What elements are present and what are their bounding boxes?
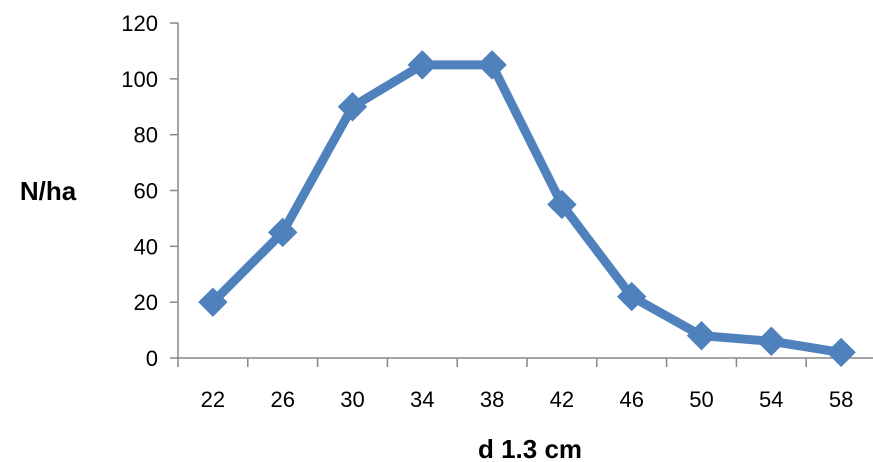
x-tick-label: 58: [829, 387, 853, 412]
data-point-marker: [756, 326, 787, 356]
x-tick-label: 26: [270, 387, 294, 412]
y-tick-label: 120: [121, 11, 158, 36]
x-tick-label: 46: [619, 387, 643, 412]
x-tick-label: 54: [759, 387, 783, 412]
y-tick-label: 80: [134, 123, 158, 148]
data-point-marker: [267, 217, 298, 248]
y-tick-label: 20: [134, 290, 158, 315]
y-axis: 0 20 40 60 80 100 120: [121, 11, 179, 371]
data-point-marker: [686, 320, 717, 351]
x-tick-label: 34: [410, 387, 434, 412]
data-point-marker: [616, 281, 647, 312]
x-tick-label: 22: [201, 387, 225, 412]
x-axis: 22 26 30 34 38 42 46 50 54 58: [177, 357, 873, 412]
data-point-marker: [198, 287, 228, 317]
x-axis-title: d 1.3 cm: [478, 434, 582, 462]
x-tick-label: 50: [689, 387, 713, 412]
data-point-marker: [826, 337, 856, 368]
y-tick-label: 40: [134, 234, 158, 259]
y-axis-title: N/ha: [20, 176, 77, 206]
x-tick-label: 42: [550, 387, 574, 412]
data-point-marker: [407, 50, 438, 80]
y-tick-label: 100: [121, 67, 158, 92]
y-tick-label: 0: [146, 346, 158, 371]
data-point-marker: [547, 189, 577, 220]
series-line: [208, 60, 846, 357]
x-tick-label: 38: [480, 387, 504, 412]
x-tick-label: 30: [340, 387, 364, 412]
data-point-marker: [477, 50, 507, 80]
series-n-per-ha: [198, 50, 856, 368]
data-point-marker: [337, 92, 368, 122]
y-tick-label: 60: [134, 179, 158, 204]
